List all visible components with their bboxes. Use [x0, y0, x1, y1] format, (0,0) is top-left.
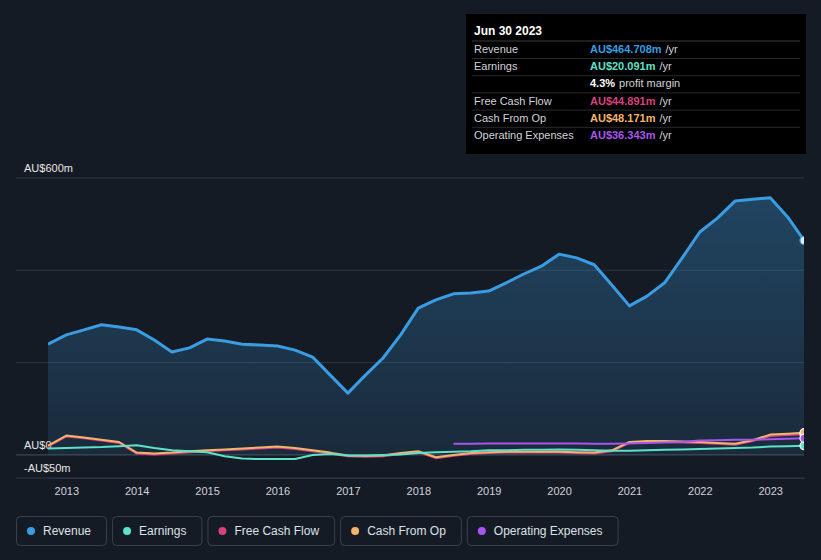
tooltip-value-unit: /yr: [659, 60, 672, 72]
x-tick: 2020: [547, 478, 571, 497]
legend-box[interactable]: [208, 517, 335, 546]
legend-label: Revenue: [43, 524, 91, 538]
x-tick: 2019: [477, 478, 501, 497]
tooltip-box: [466, 14, 806, 154]
tooltip-value-number: AU$44.891m: [590, 95, 656, 107]
legend-box[interactable]: [113, 517, 202, 546]
end-point: [800, 434, 804, 442]
legend-item[interactable]: Operating Expenses: [467, 517, 618, 546]
tooltip-separator: [472, 75, 800, 76]
tooltip-value: AU$20.091m/yr: [590, 60, 672, 72]
y-tick-label: AU$600m: [24, 162, 73, 174]
x-tick: 2017: [336, 478, 360, 497]
tooltip-value-number: AU$464.708m: [590, 43, 662, 55]
tooltip: Jun 30 2023 Revenue AU$464.708m/yr Earnings…: [466, 14, 806, 154]
grid-line: [16, 178, 804, 179]
x-tick: 2014: [125, 478, 149, 497]
tooltip-value-unit: profit margin: [619, 77, 680, 89]
legend-label: Free Cash Flow: [234, 524, 319, 538]
series-line: [453, 438, 804, 444]
tooltip-label: Free Cash Flow: [474, 95, 552, 107]
series-area: [48, 198, 804, 455]
tooltip-label: Cash From Op: [474, 112, 546, 124]
legend-box[interactable]: [341, 517, 462, 546]
grid: -AU$50m AU$0 AU$600m: [16, 162, 804, 478]
plot: [48, 198, 804, 459]
legend-item[interactable]: Free Cash Flow: [208, 517, 335, 546]
legend-box[interactable]: [467, 517, 618, 546]
tooltip-value: AU$36.343m/yr: [590, 129, 672, 141]
x-tick-label: 2016: [266, 485, 290, 497]
tooltip-label: Revenue: [474, 43, 518, 55]
tooltip-value-number: 4.3%: [590, 77, 615, 89]
x-tick: 2013: [55, 478, 79, 497]
series-line: [48, 198, 804, 393]
tooltip-value: AU$48.171m/yr: [590, 112, 672, 124]
tooltip-label: Earnings: [474, 60, 518, 72]
series-line: [48, 445, 804, 459]
legend-swatch: [351, 527, 359, 535]
background: [0, 0, 821, 560]
end-point: [800, 442, 804, 450]
x-tick-label: 2021: [618, 485, 642, 497]
tooltip-value-unit: /yr: [666, 43, 679, 55]
tooltip-value-number: AU$48.171m: [590, 112, 656, 124]
x-tick-label: 2018: [407, 485, 431, 497]
tooltip-value-unit: /yr: [659, 129, 672, 141]
tooltip-value-unit: /yr: [659, 112, 672, 124]
x-axis-line: [49, 478, 805, 479]
x-tick: 2018: [407, 478, 431, 497]
x-tick: 2016: [266, 478, 290, 497]
tooltip-value: 4.3% profit margin: [590, 77, 680, 89]
legend-item[interactable]: Earnings: [113, 517, 202, 546]
x-tick: 2021: [618, 478, 642, 497]
x-axis: 2013 2014 2015 2016 2017 2018 2019 2020 2021 2022…: [49, 478, 805, 497]
tooltip-separator: [472, 41, 800, 42]
legend-item[interactable]: Revenue: [17, 517, 107, 546]
x-tick: 2023: [758, 478, 782, 497]
grid-line: [16, 478, 804, 479]
tooltip-separator: [472, 58, 800, 59]
legend-item[interactable]: Cash From Op: [341, 517, 462, 546]
tooltip-separator: [472, 127, 800, 128]
legend-swatch: [478, 527, 486, 535]
x-tick-label: 2013: [55, 485, 79, 497]
legend-box[interactable]: [17, 517, 107, 546]
x-tick-label: 2017: [336, 485, 360, 497]
tooltip-value-unit: /yr: [659, 95, 672, 107]
legend: Revenue Earnings Free Cash Flow Cash From O…: [17, 517, 619, 546]
tooltip-value-number: AU$20.091m: [590, 60, 656, 72]
legend-swatch: [27, 527, 35, 535]
x-tick-label: 2014: [125, 485, 149, 497]
legend-label: Operating Expenses: [494, 524, 603, 538]
tooltip-separator: [472, 92, 800, 93]
y-tick-label: -AU$50m: [24, 462, 70, 474]
tooltip-value: AU$44.891m/yr: [590, 95, 672, 107]
tooltip-value-number: AU$36.343m: [590, 129, 656, 141]
x-tick-label: 2023: [758, 485, 782, 497]
x-tick: 2022: [688, 478, 712, 497]
legend-label: Cash From Op: [367, 524, 446, 538]
tooltip-label: Operating Expenses: [474, 129, 574, 141]
y-tick-label: AU$0: [24, 439, 52, 451]
tooltip-value: AU$464.708m/yr: [590, 43, 678, 55]
end-point: [800, 236, 804, 244]
x-tick-label: 2022: [688, 485, 712, 497]
tooltip-title: Jun 30 2023: [474, 24, 542, 38]
x-tick-label: 2015: [195, 485, 219, 497]
legend-swatch: [218, 527, 226, 535]
x-tick-label: 2020: [547, 485, 571, 497]
legend-swatch: [123, 527, 131, 535]
chart-svg: -AU$50mAU$0AU$600m2013201420152016201720…: [0, 0, 821, 560]
legend-label: Earnings: [139, 524, 186, 538]
x-tick-label: 2019: [477, 485, 501, 497]
x-tick: 2015: [195, 478, 219, 497]
tooltip-separator: [472, 110, 800, 111]
